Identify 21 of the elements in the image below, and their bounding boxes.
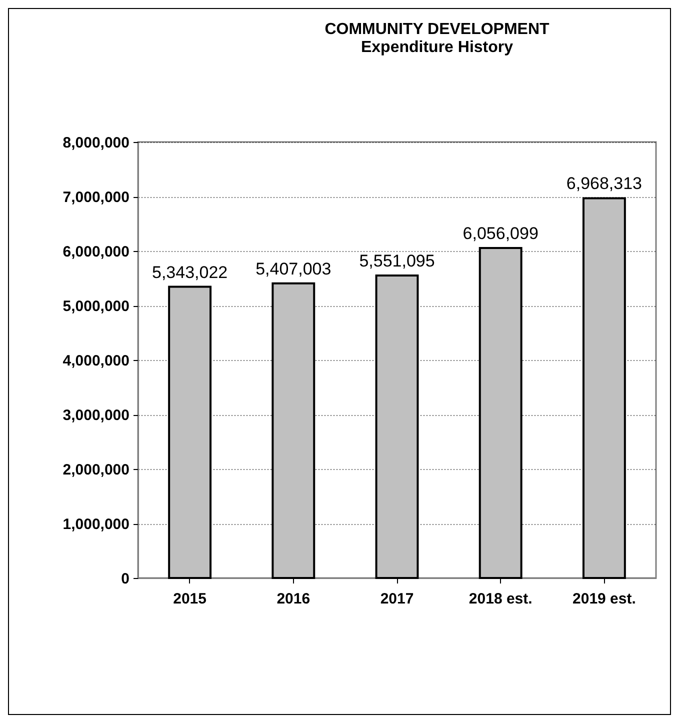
x-tick-label: 2016: [276, 590, 310, 608]
y-tick-label: 6,000,000: [62, 244, 130, 260]
x-tick-label: 2015: [173, 590, 206, 608]
y-tick-label: 0: [121, 570, 130, 588]
data-label: 5,551,095: [359, 251, 435, 270]
y-tick-label: 1,000,000: [62, 516, 130, 533]
y-tick-label: 2,000,000: [62, 462, 130, 478]
x-tick-label: 2018 est.: [468, 590, 532, 608]
x-tick-label: 2019 est.: [572, 590, 636, 608]
y-tick-label: 5,000,000: [62, 298, 130, 315]
y-tick-label: 8,000,000: [62, 134, 130, 152]
data-label: 6,056,099: [462, 224, 538, 243]
chart-subtitle: Expenditure History: [360, 39, 514, 56]
x-tick-label: 2017: [380, 590, 414, 608]
y-tick-label: 7,000,000: [62, 189, 130, 206]
data-label: 6,968,313: [566, 174, 642, 194]
y-tick-label: 4,000,000: [62, 352, 130, 370]
data-label: 5,407,003: [256, 259, 332, 278]
chart-title: COMMUNITY DEVELOPMENT: [324, 21, 550, 38]
data-label: 5,343,022: [152, 262, 228, 282]
y-tick-label: 3,000,000: [62, 407, 130, 424]
